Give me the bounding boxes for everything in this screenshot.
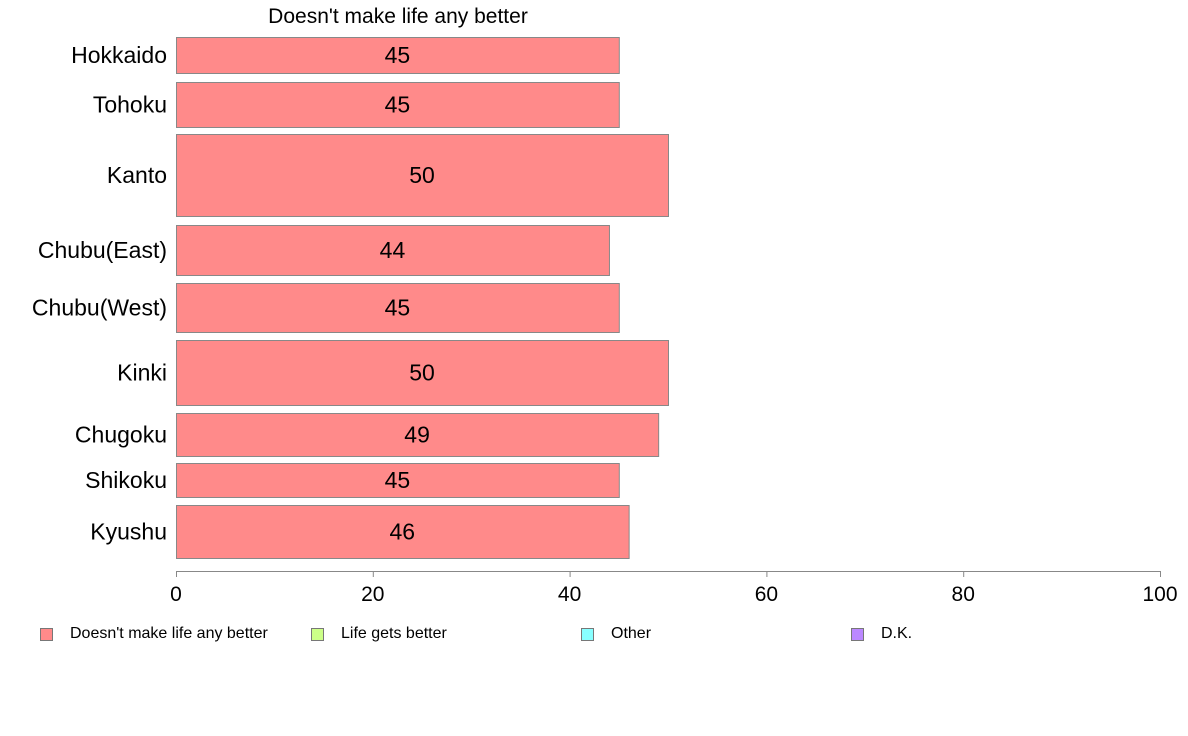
x-tick-label: 100 — [1142, 583, 1177, 606]
legend-label: Other — [611, 625, 652, 642]
chart-title: Doesn't make life any better — [268, 5, 528, 28]
x-tick-label: 80 — [952, 583, 975, 606]
legend-swatch — [311, 627, 324, 641]
category-label: Chubu(West) — [32, 295, 167, 321]
bar-value-label: 45 — [385, 42, 411, 68]
x-tick-label: 40 — [558, 583, 581, 606]
legend: Doesn't make life any better Life gets b… — [40, 622, 1160, 646]
bar — [176, 340, 669, 406]
legend-item-life-gets-better: Life gets better — [311, 622, 447, 646]
legend-label: D.K. — [881, 625, 913, 642]
legend-label: Doesn't make life any better — [70, 625, 268, 642]
bar-value-label: 45 — [385, 467, 411, 493]
bar — [176, 283, 620, 333]
x-tick-label: 60 — [755, 583, 778, 606]
category-label: Kyushu — [90, 519, 167, 545]
bar — [176, 134, 669, 217]
category-label: Chubu(East) — [38, 237, 167, 263]
legend-swatch — [851, 627, 864, 641]
bar — [176, 37, 620, 74]
x-tick-label: 0 — [170, 583, 182, 606]
bar — [176, 225, 610, 276]
bar-value-label: 46 — [390, 519, 416, 545]
bar-value-label: 45 — [385, 295, 411, 321]
category-label: Tohoku — [93, 92, 167, 118]
category-label: Kanto — [107, 162, 167, 188]
bar-value-label: 50 — [409, 360, 435, 386]
category-label: Kinki — [117, 360, 167, 386]
bar — [176, 413, 660, 457]
legend-label: Life gets better — [341, 625, 447, 642]
legend-item-doesnt-make-life-better: Doesn't make life any better — [40, 622, 268, 646]
category-label: Chugoku — [75, 422, 167, 448]
bar — [176, 82, 620, 128]
legend-item-other: Other — [581, 622, 651, 646]
bar — [176, 463, 620, 498]
bar-value-label: 50 — [409, 162, 435, 188]
legend-swatch — [581, 627, 594, 641]
bar-value-label: 44 — [380, 237, 406, 263]
x-tick-label: 20 — [361, 583, 384, 606]
category-label: Shikoku — [85, 467, 167, 493]
bar-value-label: 45 — [385, 92, 411, 118]
bar-value-label: 49 — [404, 422, 430, 448]
legend-item-dk: D.K. — [851, 622, 912, 646]
legend-swatch — [40, 627, 53, 641]
category-label: Hokkaido — [71, 42, 167, 68]
bar — [176, 505, 630, 559]
